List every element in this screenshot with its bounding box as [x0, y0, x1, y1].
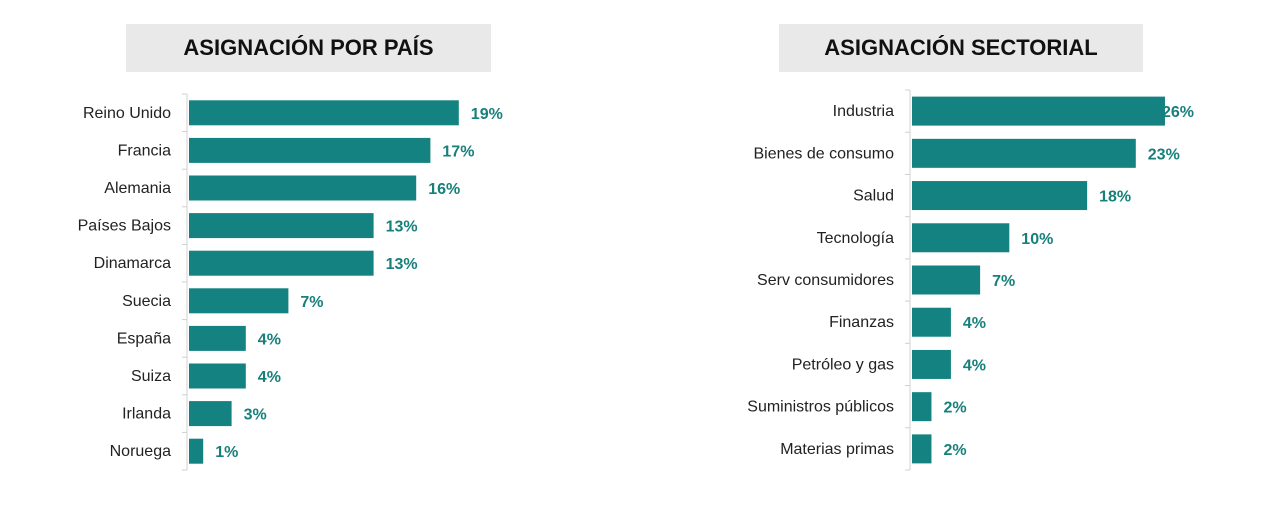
country-value-label: 13%: [386, 256, 418, 273]
country-bar: [189, 250, 374, 276]
sector-value-label: 23%: [1148, 146, 1180, 163]
sector-category-label: Salud: [853, 188, 894, 205]
sector-category-label: Finanzas: [829, 314, 894, 331]
sector-category-label: Suministros públicos: [747, 399, 894, 416]
country-bar: [189, 401, 232, 427]
country-value-label: 17%: [442, 143, 474, 160]
sector-bar: [912, 434, 932, 464]
country-category-label: Dinamarca: [94, 255, 171, 272]
sector-bar: [912, 265, 981, 295]
country-value-label: 13%: [386, 219, 418, 236]
sector-value-label: 4%: [963, 357, 986, 374]
country-bar: [189, 325, 246, 351]
sector-bar: [912, 307, 951, 337]
country-category-label: Irlanda: [122, 406, 171, 423]
sector-value-label: 2%: [943, 400, 966, 417]
sector-category-label: Serv consumidores: [757, 272, 894, 289]
sector-bar: [912, 392, 932, 422]
country-category-label: Noruega: [110, 443, 171, 460]
sector-value-label: 4%: [963, 315, 986, 332]
country-value-label: 19%: [471, 106, 503, 123]
sector-category-label: Petróleo y gas: [792, 356, 894, 373]
country-value-label: 3%: [244, 407, 267, 424]
sector-value-label: 2%: [943, 442, 966, 459]
sector-chart: Industria 26% Bienes de consumo 23% Salud 18%…: [747, 89, 1194, 471]
country-bar: [189, 363, 246, 389]
sector-category-label: Materias primas: [780, 441, 894, 458]
country-chart-title: ASIGNACIÓN POR PAÍS: [126, 24, 491, 72]
sector-value-label: 26%: [1162, 104, 1194, 121]
country-bar: [189, 288, 289, 314]
country-value-label: 16%: [428, 181, 460, 198]
country-value-label: 4%: [258, 369, 281, 386]
country-bar: [189, 137, 431, 163]
country-bar: [189, 438, 204, 464]
sector-chart-title: ASIGNACIÓN SECTORIAL: [779, 24, 1143, 72]
country-category-label: Suiza: [131, 368, 171, 385]
country-value-label: 7%: [300, 294, 323, 311]
country-chart: Reino Unido 19% Francia 17% Alemania 16% Paíse…: [78, 93, 503, 471]
sector-value-label: 10%: [1021, 231, 1053, 248]
country-category-label: Reino Unido: [83, 105, 171, 122]
sector-bar: [912, 349, 951, 379]
country-bar: [189, 213, 374, 239]
sector-category-label: Bienes de consumo: [753, 145, 894, 162]
sector-value-label: 7%: [992, 273, 1015, 290]
country-value-label: 4%: [258, 331, 281, 348]
country-category-label: Alemania: [104, 180, 171, 197]
country-category-label: Francia: [118, 142, 171, 159]
sector-bar: [912, 181, 1088, 211]
country-category-label: Suecia: [122, 293, 171, 310]
sector-bar: [912, 223, 1010, 253]
country-bar: [189, 175, 417, 201]
sector-category-label: Tecnología: [817, 230, 894, 247]
country-category-label: Países Bajos: [78, 218, 171, 235]
sector-category-label: Industria: [833, 103, 894, 120]
sector-bar: [912, 138, 1136, 168]
sector-value-label: 18%: [1099, 189, 1131, 206]
country-value-label: 1%: [215, 444, 238, 461]
country-bar: [189, 100, 459, 126]
country-category-label: España: [117, 330, 171, 347]
sector-bar: [912, 96, 1165, 126]
